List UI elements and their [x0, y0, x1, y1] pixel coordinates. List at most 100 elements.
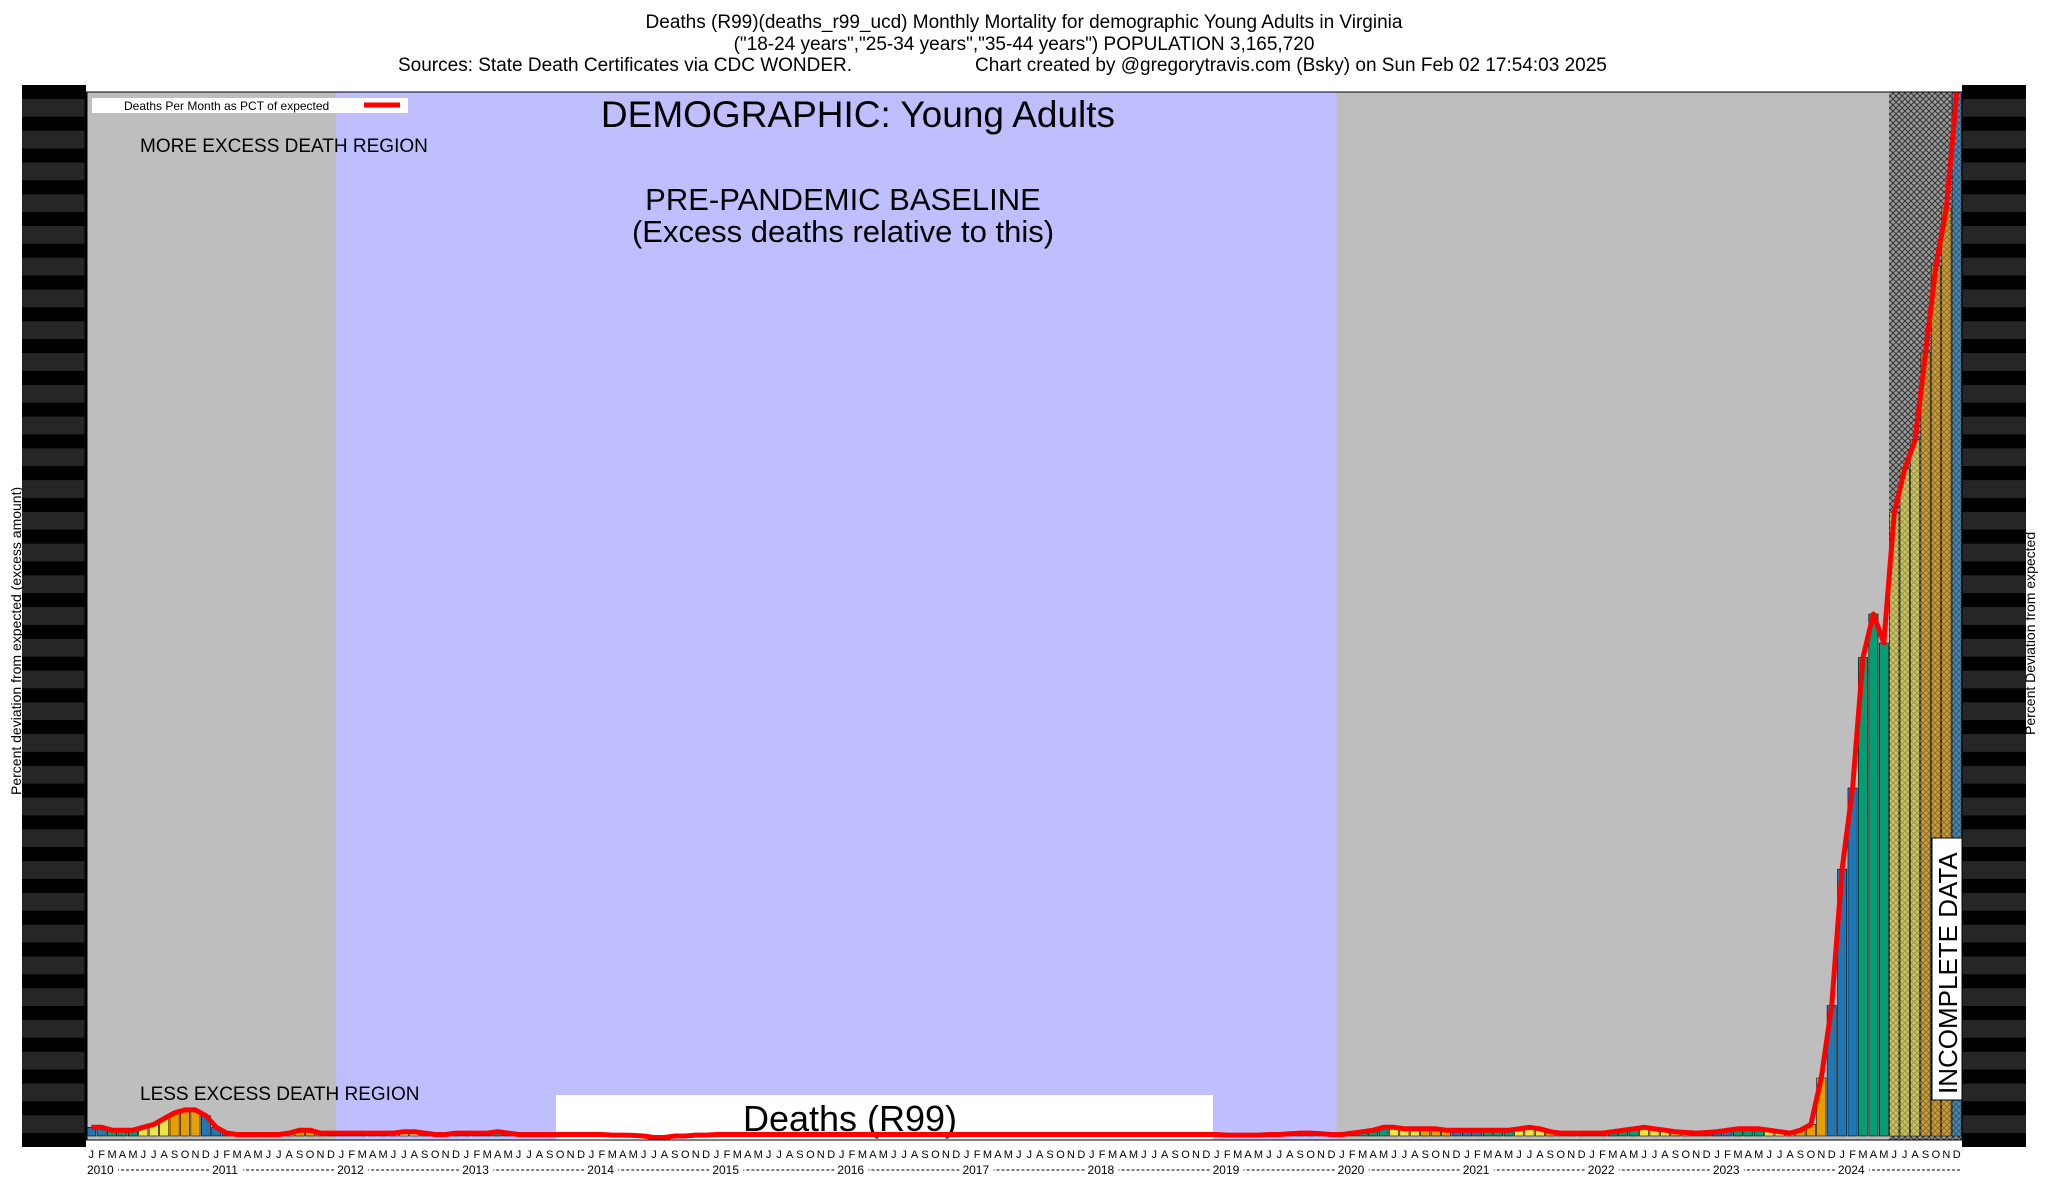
month-tick-label: F: [599, 1149, 606, 1161]
month-tick-label: M: [754, 1149, 763, 1161]
month-tick-label: J: [151, 1149, 157, 1161]
legend-label: Deaths Per Month as PCT of expected: [124, 99, 329, 113]
month-tick-label: J: [589, 1149, 595, 1161]
month-tick-label: J: [1652, 1149, 1658, 1161]
month-tick-label: D: [327, 1149, 335, 1161]
bar-hatch: [1941, 208, 1951, 1136]
month-tick-label: F: [974, 1149, 981, 1161]
month-tick-label: A: [1536, 1149, 1544, 1161]
month-tick-label: N: [1567, 1149, 1575, 1161]
month-tick-label: J: [1214, 1149, 1220, 1161]
month-tick-label: J: [766, 1149, 772, 1161]
month-tick-label: J: [891, 1149, 897, 1161]
year-tick-label: 2012: [337, 1163, 364, 1177]
month-tick-label: J: [1527, 1149, 1533, 1161]
month-tick-label: F: [98, 1149, 105, 1161]
x-axis-year-labels: 2010 2011 2012 2013 2014 2015 2016 2017 2018 2019…: [84, 1162, 1962, 1177]
month-tick-label: J: [1516, 1149, 1522, 1161]
month-tick-label: F: [1224, 1149, 1231, 1161]
baseline-label-line1: PRE-PANDEMIC BASELINE: [645, 182, 1041, 217]
month-tick-label: J: [641, 1149, 647, 1161]
month-tick-label: D: [702, 1149, 710, 1161]
year-label-bg: [834, 1162, 869, 1176]
bar: [1868, 613, 1879, 1137]
month-tick-label: D: [1828, 1149, 1836, 1161]
month-tick-label: S: [1422, 1149, 1429, 1161]
month-tick-label: J: [1391, 1149, 1397, 1161]
month-tick-label: A: [1745, 1149, 1753, 1161]
month-tick-label: M: [1129, 1149, 1138, 1161]
month-tick-label: S: [796, 1149, 803, 1161]
month-tick-label: A: [1411, 1149, 1419, 1161]
right-axis-ticks: [1962, 85, 2026, 1147]
month-tick-label: O: [1932, 1149, 1941, 1161]
month-tick-label: A: [1036, 1149, 1044, 1161]
bar: [180, 1109, 190, 1137]
month-tick-label: M: [608, 1149, 617, 1161]
year-tick-label: 2023: [1713, 1163, 1740, 1177]
bar-hatch: [1900, 469, 1910, 1136]
month-tick-label: M: [1358, 1149, 1367, 1161]
month-tick-label: S: [1922, 1149, 1929, 1161]
year-tick-label: 2024: [1838, 1163, 1865, 1177]
year-label-bg: [1459, 1162, 1494, 1176]
month-tick-label: D: [202, 1149, 210, 1161]
month-tick-label: J: [401, 1149, 407, 1161]
month-tick-label: J: [1766, 1149, 1772, 1161]
year-tick-label: 2020: [1338, 1163, 1365, 1177]
month-tick-label: M: [1483, 1149, 1492, 1161]
month-tick-label: A: [1661, 1149, 1669, 1161]
month-tick-label: M: [983, 1149, 992, 1161]
month-tick-label: F: [473, 1149, 480, 1161]
month-tick-label: J: [1402, 1149, 1408, 1161]
month-tick-label: D: [827, 1149, 835, 1161]
bar-hatch: [1952, 92, 1962, 1136]
bar-hatch: [1889, 512, 1899, 1136]
month-tick-label: F: [849, 1149, 856, 1161]
month-tick-label: S: [296, 1149, 303, 1161]
month-tick-label: A: [1911, 1149, 1919, 1161]
month-tick-label: J: [1902, 1149, 1908, 1161]
month-tick-label: J: [276, 1149, 282, 1161]
month-tick-label: N: [1317, 1149, 1325, 1161]
year-label-bg: [334, 1162, 369, 1176]
month-tick-label: J: [714, 1149, 720, 1161]
year-label-bg: [84, 1162, 118, 1176]
month-tick-label: O: [556, 1149, 565, 1161]
month-tick-label: N: [1942, 1149, 1950, 1161]
month-tick-label: S: [921, 1149, 928, 1161]
month-tick-label: M: [1504, 1149, 1513, 1161]
bar-hatch: [1920, 353, 1931, 1136]
year-label-bg: [709, 1162, 744, 1176]
month-tick-label: A: [286, 1149, 294, 1161]
year-tick-label: 2011: [212, 1163, 238, 1177]
month-tick-label: O: [431, 1149, 440, 1161]
month-tick-label: J: [964, 1149, 970, 1161]
month-tick-label: N: [567, 1149, 575, 1161]
month-tick-label: J: [1152, 1149, 1158, 1161]
month-tick-label: J: [776, 1149, 782, 1161]
month-tick-label: A: [1244, 1149, 1252, 1161]
month-tick-label: O: [931, 1149, 940, 1161]
year-tick-label: 2014: [587, 1163, 614, 1177]
month-tick-label: S: [1171, 1149, 1178, 1161]
bar-hatch: [1931, 266, 1941, 1136]
month-tick-label: O: [1431, 1149, 1440, 1161]
month-tick-label: J: [1589, 1149, 1595, 1161]
month-tick-label: M: [879, 1149, 888, 1161]
month-tick-label: J: [1339, 1149, 1345, 1161]
month-tick-label: J: [1839, 1149, 1845, 1161]
month-tick-label: J: [1777, 1149, 1783, 1161]
more-excess-label: MORE EXCESS DEATH REGION: [140, 136, 428, 157]
month-tick-label: J: [1016, 1149, 1022, 1161]
month-tick-label: O: [1556, 1149, 1565, 1161]
year-label-bg: [459, 1162, 494, 1176]
incomplete-data-label: INCOMPLETE DATA: [1933, 852, 1963, 1094]
year-tick-label: 2018: [1088, 1163, 1115, 1177]
month-tick-label: O: [1682, 1149, 1691, 1161]
month-tick-label: J: [141, 1149, 147, 1161]
month-tick-label: N: [442, 1149, 450, 1161]
month-tick-label: M: [1108, 1149, 1117, 1161]
month-tick-label: N: [1067, 1149, 1075, 1161]
